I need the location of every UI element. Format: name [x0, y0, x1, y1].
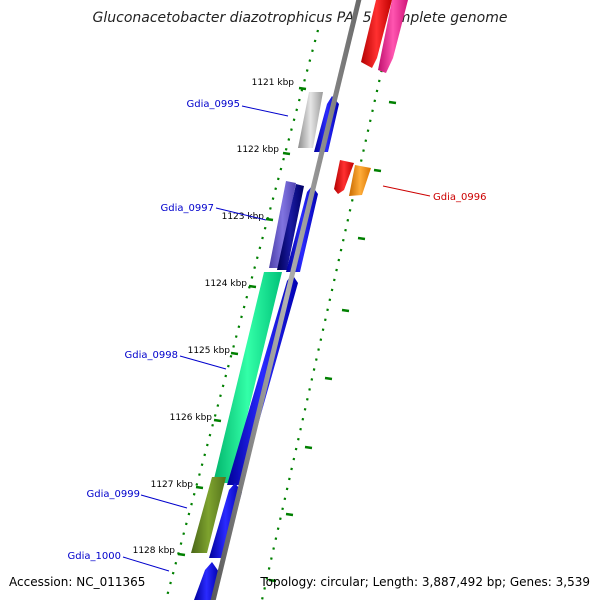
- major-tick: [230, 351, 239, 356]
- scale-label-1126: 1126 kbp: [170, 413, 213, 423]
- leader-gdia-1000: [122, 556, 170, 572]
- major-tick: [285, 512, 294, 517]
- major-tick: [298, 86, 307, 91]
- gene-gdia-0996-red: [334, 160, 354, 194]
- major-tick: [304, 445, 313, 450]
- gene-labels: Gdia_0995 Gdia_0996 Gdia_0997 Gdia_0998 …: [68, 99, 487, 562]
- scale-label-1125: 1125 kbp: [188, 346, 231, 356]
- major-tick: [373, 168, 382, 173]
- gene-gdia-0999-bar: [191, 477, 226, 553]
- gene-label-gdia-0996[interactable]: Gdia_0996: [433, 192, 486, 203]
- major-tick: [265, 217, 274, 222]
- gene-gdia-0997-navy: [277, 184, 304, 270]
- inner-tick-guide: [164, 29, 320, 600]
- gene-label-gdia-0998[interactable]: Gdia_0998: [125, 350, 178, 361]
- gene-gdia-0996-orange: [349, 165, 371, 196]
- major-tick: [282, 151, 291, 156]
- scale-labels: 1121 kbp 1122 kbp 1123 kbp 1124 kbp 1125…: [133, 78, 295, 556]
- top-genes: [361, 0, 408, 73]
- major-tick: [388, 100, 397, 105]
- genome-backbone: [210, 0, 362, 600]
- major-ticks: [177, 86, 397, 583]
- accession-text: Accession: NC_011365: [9, 575, 146, 589]
- gene-label-gdia-0999[interactable]: Gdia_0999: [87, 489, 140, 500]
- major-tick: [341, 308, 350, 313]
- gene-label-gdia-1000[interactable]: Gdia_1000: [68, 551, 121, 562]
- leader-gdia-0998: [179, 355, 227, 370]
- gene-red-top: [361, 0, 392, 68]
- major-tick: [213, 418, 222, 423]
- leader-lines: [122, 105, 431, 572]
- gene-pink-top: [378, 0, 408, 73]
- leader-gdia-0996: [382, 185, 431, 197]
- gene-gdia-1000: [194, 562, 219, 600]
- scale-label-1128: 1128 kbp: [133, 546, 176, 556]
- gene-gdia-0997-slate: [269, 181, 296, 268]
- major-tick: [177, 552, 186, 557]
- gene-gdia-0998-bar: [213, 272, 282, 483]
- scale-label-1127: 1127 kbp: [151, 480, 194, 490]
- gene-gdia-1000-cds: [194, 562, 219, 600]
- leader-gdia-0999: [140, 494, 188, 509]
- gene-label-gdia-0995[interactable]: Gdia_0995: [187, 99, 240, 110]
- gene-label-gdia-0997[interactable]: Gdia_0997: [161, 203, 214, 214]
- outer-tick-guide: [260, 59, 386, 600]
- genome-summary-text: Topology: circular; Length: 3,887,492 bp…: [260, 575, 590, 589]
- gene-gdia-0999: [191, 477, 242, 558]
- leader-gdia-0997: [215, 207, 267, 221]
- major-tick: [268, 578, 277, 583]
- tick-guides: [164, 29, 386, 600]
- scale-label-1122: 1122 kbp: [237, 145, 280, 155]
- major-tick: [248, 284, 257, 289]
- major-tick: [324, 376, 333, 381]
- scale-label-1121: 1121 kbp: [252, 78, 295, 88]
- scale-label-1124: 1124 kbp: [205, 279, 248, 289]
- gene-gdia-0999-cds: [209, 483, 242, 558]
- scale-label-1123: 1123 kbp: [222, 212, 265, 222]
- major-tick: [357, 236, 366, 241]
- gene-gdia-0995-bar: [298, 92, 323, 148]
- major-tick: [195, 485, 204, 490]
- gene-gdia-0996: [334, 160, 371, 196]
- leader-gdia-0995: [241, 105, 289, 117]
